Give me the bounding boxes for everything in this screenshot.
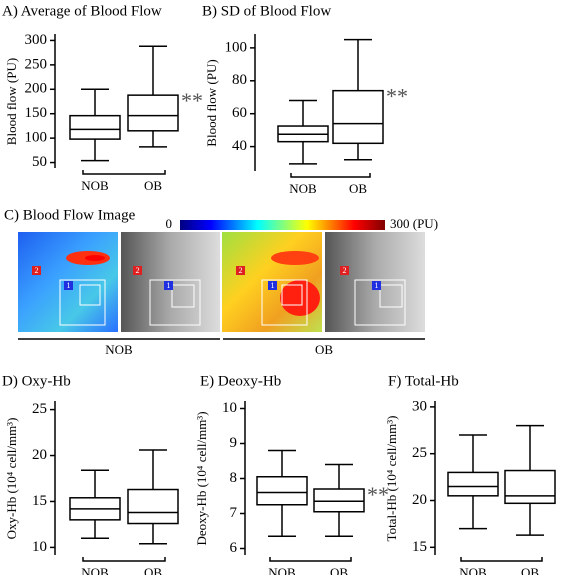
x-tick-label: NOB bbox=[459, 565, 487, 575]
significance: ** bbox=[386, 84, 408, 109]
y-tick-label: 300 bbox=[25, 32, 48, 48]
y-tick-label: 20 bbox=[412, 492, 427, 508]
box bbox=[332, 89, 384, 145]
category-bracket bbox=[82, 557, 166, 562]
region-label: 2 bbox=[239, 266, 243, 275]
chart: E) Deoxy-Hb Deoxy-Hb (10⁴ cell/mm³) 6 7 8 9 10… bbox=[194, 373, 389, 575]
y-tick-label: 9 bbox=[230, 435, 238, 451]
category-bracket bbox=[82, 170, 166, 175]
y-tick-label: 250 bbox=[25, 56, 48, 72]
y-tick-label: 15 bbox=[412, 539, 427, 555]
y-tick-label: 10 bbox=[222, 400, 237, 416]
image-panel: C) Blood Flow Image 0 300 (PU) 2 1 2 1 bbox=[4, 207, 438, 357]
category-bracket bbox=[290, 173, 371, 178]
y-axis-label: Total-Hb (10⁴ cell/mm³) bbox=[384, 416, 399, 542]
region-label: 1 bbox=[67, 281, 71, 290]
y-tick-label: 60 bbox=[232, 105, 247, 121]
y-tick-label: 25 bbox=[32, 401, 47, 417]
heat-spot bbox=[271, 251, 319, 265]
y-tick-label: 30 bbox=[412, 398, 427, 414]
region-label: 1 bbox=[167, 281, 171, 290]
colorbar-min: 0 bbox=[166, 216, 173, 231]
x-tick-label: OB bbox=[330, 565, 348, 575]
significance: ** bbox=[181, 88, 203, 113]
y-axis-label: Deoxy-Hb (10⁴ cell/mm³) bbox=[194, 411, 209, 545]
x-tick-label: OB bbox=[144, 565, 162, 575]
box bbox=[504, 469, 556, 505]
region-markers bbox=[32, 266, 381, 290]
region-label: 1 bbox=[271, 281, 275, 290]
x-tick-label: NOB bbox=[268, 565, 296, 575]
colorbar bbox=[180, 220, 385, 230]
y-tick-label: 150 bbox=[25, 105, 48, 121]
y-tick-label: 100 bbox=[25, 130, 48, 146]
y-tick-label: 7 bbox=[230, 505, 238, 521]
group-label: NOB bbox=[105, 342, 133, 357]
chart-title: A) Average of Blood Flow bbox=[2, 3, 162, 19]
box bbox=[127, 488, 179, 525]
significance: ** bbox=[367, 482, 389, 507]
chart-title: E) Deoxy-Hb bbox=[200, 373, 281, 389]
category-bracket bbox=[460, 557, 543, 562]
chart: D) Oxy-Hb Oxy-Hb (10⁴ cell/mm³) 10 15 20 25 NO… bbox=[2, 373, 179, 575]
chart: A) Average of Blood Flow Blood flow (PU) 5… bbox=[2, 3, 203, 193]
y-tick-label: 8 bbox=[230, 470, 238, 486]
y-tick-label: 40 bbox=[232, 138, 247, 154]
category-bracket bbox=[269, 557, 352, 562]
y-axis-label: Blood flow (PU) bbox=[4, 58, 19, 145]
colorbar-max: 300 (PU) bbox=[390, 216, 438, 231]
box bbox=[447, 471, 499, 497]
region-label: 2 bbox=[35, 266, 39, 275]
group-label: OB bbox=[315, 342, 333, 357]
x-tick-label: OB bbox=[144, 178, 162, 193]
y-tick-label: 200 bbox=[25, 81, 48, 97]
y-axis-label: Blood flow (PU) bbox=[204, 59, 219, 146]
y-tick-label: 25 bbox=[412, 445, 427, 461]
heat-spot bbox=[85, 255, 105, 261]
region-label: 2 bbox=[136, 266, 140, 275]
x-tick-label: NOB bbox=[81, 565, 109, 575]
region-label: 2 bbox=[343, 266, 347, 275]
heat-spot bbox=[280, 280, 320, 316]
x-tick-label: OB bbox=[521, 565, 539, 575]
y-tick-label: 50 bbox=[32, 154, 47, 170]
region-label: 1 bbox=[375, 281, 379, 290]
y-tick-label: 100 bbox=[225, 39, 248, 55]
y-tick-label: 20 bbox=[32, 447, 47, 463]
panel-title: C) Blood Flow Image bbox=[4, 207, 136, 223]
x-tick-label: NOB bbox=[81, 178, 109, 193]
box bbox=[256, 476, 308, 506]
chart-title: D) Oxy-Hb bbox=[2, 373, 71, 389]
y-tick-label: 10 bbox=[32, 539, 47, 555]
box bbox=[313, 488, 365, 513]
box bbox=[127, 94, 179, 132]
y-axis-label: Oxy-Hb (10⁴ cell/mm³) bbox=[4, 418, 19, 540]
chart: B) SD of Blood Flow Blood flow (PU) 40 60 80… bbox=[202, 3, 408, 196]
y-tick-label: 80 bbox=[232, 72, 247, 88]
roi-outlines bbox=[59, 279, 406, 326]
box bbox=[69, 114, 121, 140]
y-tick-label: 6 bbox=[230, 540, 238, 556]
chart-title: F) Total-Hb bbox=[388, 373, 459, 389]
chart: F) Total-Hb Total-Hb (10⁴ cell/mm³) 15 20 25… bbox=[384, 373, 556, 575]
y-tick-label: 15 bbox=[32, 493, 47, 509]
x-tick-label: OB bbox=[349, 181, 367, 196]
chart-title: B) SD of Blood Flow bbox=[202, 3, 331, 19]
x-tick-label: NOB bbox=[289, 181, 317, 196]
region-labels: 2 1 2 1 2 1 2 1 bbox=[35, 266, 379, 290]
